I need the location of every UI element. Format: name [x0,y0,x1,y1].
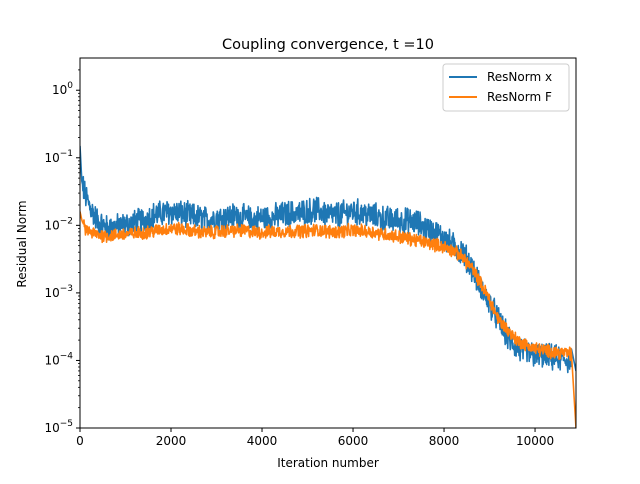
y-tick-label: 10−5 [44,419,73,435]
y-tick-label: 10−1 [44,149,73,165]
series-line-resnorm-f [80,211,576,428]
series-group [80,145,576,428]
y-tick-label: 100 [52,81,73,97]
y-tick-label: 10−3 [44,284,73,300]
axes-frame [79,57,577,429]
axes: 0 2000 4000 6000 8000 10000 10−5 10−4 10−3 10−2 10… [44,57,577,448]
legend-box [442,63,570,112]
x-tick-label: 2000 [156,434,187,448]
x-tick-label: 4000 [247,434,278,448]
x-tick-label: 6000 [338,434,369,448]
x-tick-label: 0 [76,434,84,448]
legend: ResNorm x ResNorm F [442,63,570,112]
x-tick-label: 8000 [429,434,460,448]
y-tick-label: 10−2 [44,216,73,232]
y-axis-label: Residual Norm [15,200,29,287]
chart-title: Coupling convergence, t =10 [222,37,434,53]
y-tick-label: 10−4 [44,351,73,367]
plot-area [80,145,576,428]
legend-label: ResNorm x [487,70,552,84]
x-tick-label: 10000 [516,434,554,448]
legend-label: ResNorm F [487,90,552,104]
x-axis-label: Iteration number [277,456,379,470]
